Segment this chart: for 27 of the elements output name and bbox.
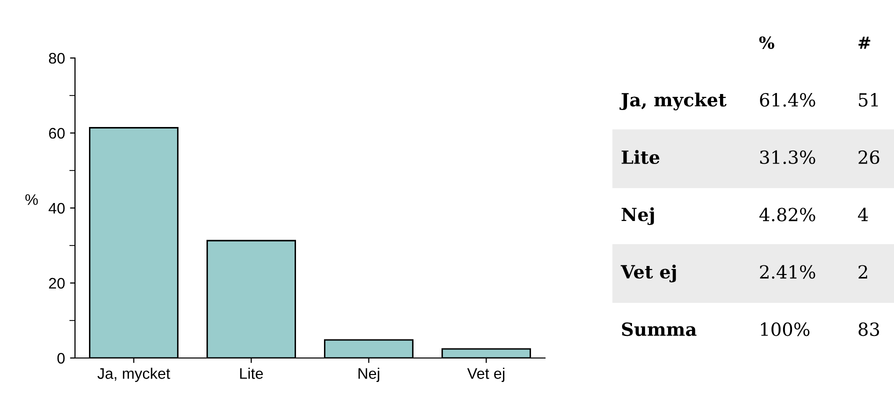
text: 26	[858, 150, 880, 164]
y-axis-title: %	[25, 194, 38, 205]
text: Summa	[622, 322, 696, 336]
text: 4.82%	[759, 208, 816, 222]
text: Nej	[622, 207, 654, 226]
x-tick-label: Ja, mycket	[97, 368, 170, 382]
text: 61.4%	[760, 93, 816, 107]
text: Vet ej	[620, 264, 676, 282]
text: 83	[858, 322, 880, 336]
text: #	[858, 36, 870, 49]
text: 31.3%	[760, 150, 816, 164]
text: 51	[858, 93, 878, 107]
text: Ja, mycket	[620, 92, 726, 110]
x-tick-label: Nej	[358, 368, 380, 382]
y-tick-label: 60	[49, 128, 65, 139]
text: %	[759, 36, 774, 49]
text: 2.41%	[760, 265, 816, 279]
y-tick-label: 80	[48, 52, 65, 64]
text: Lite	[622, 150, 660, 164]
y-tick-label: 20	[49, 278, 65, 289]
y-tick-label: 0	[57, 352, 65, 364]
x-tick-label: Vet ej	[467, 368, 504, 382]
text: 4	[858, 208, 868, 222]
text: 100%	[761, 322, 810, 336]
x-tick-label: Lite	[240, 368, 263, 379]
y-tick-label: 40	[48, 202, 65, 214]
text: 2	[858, 265, 868, 278]
